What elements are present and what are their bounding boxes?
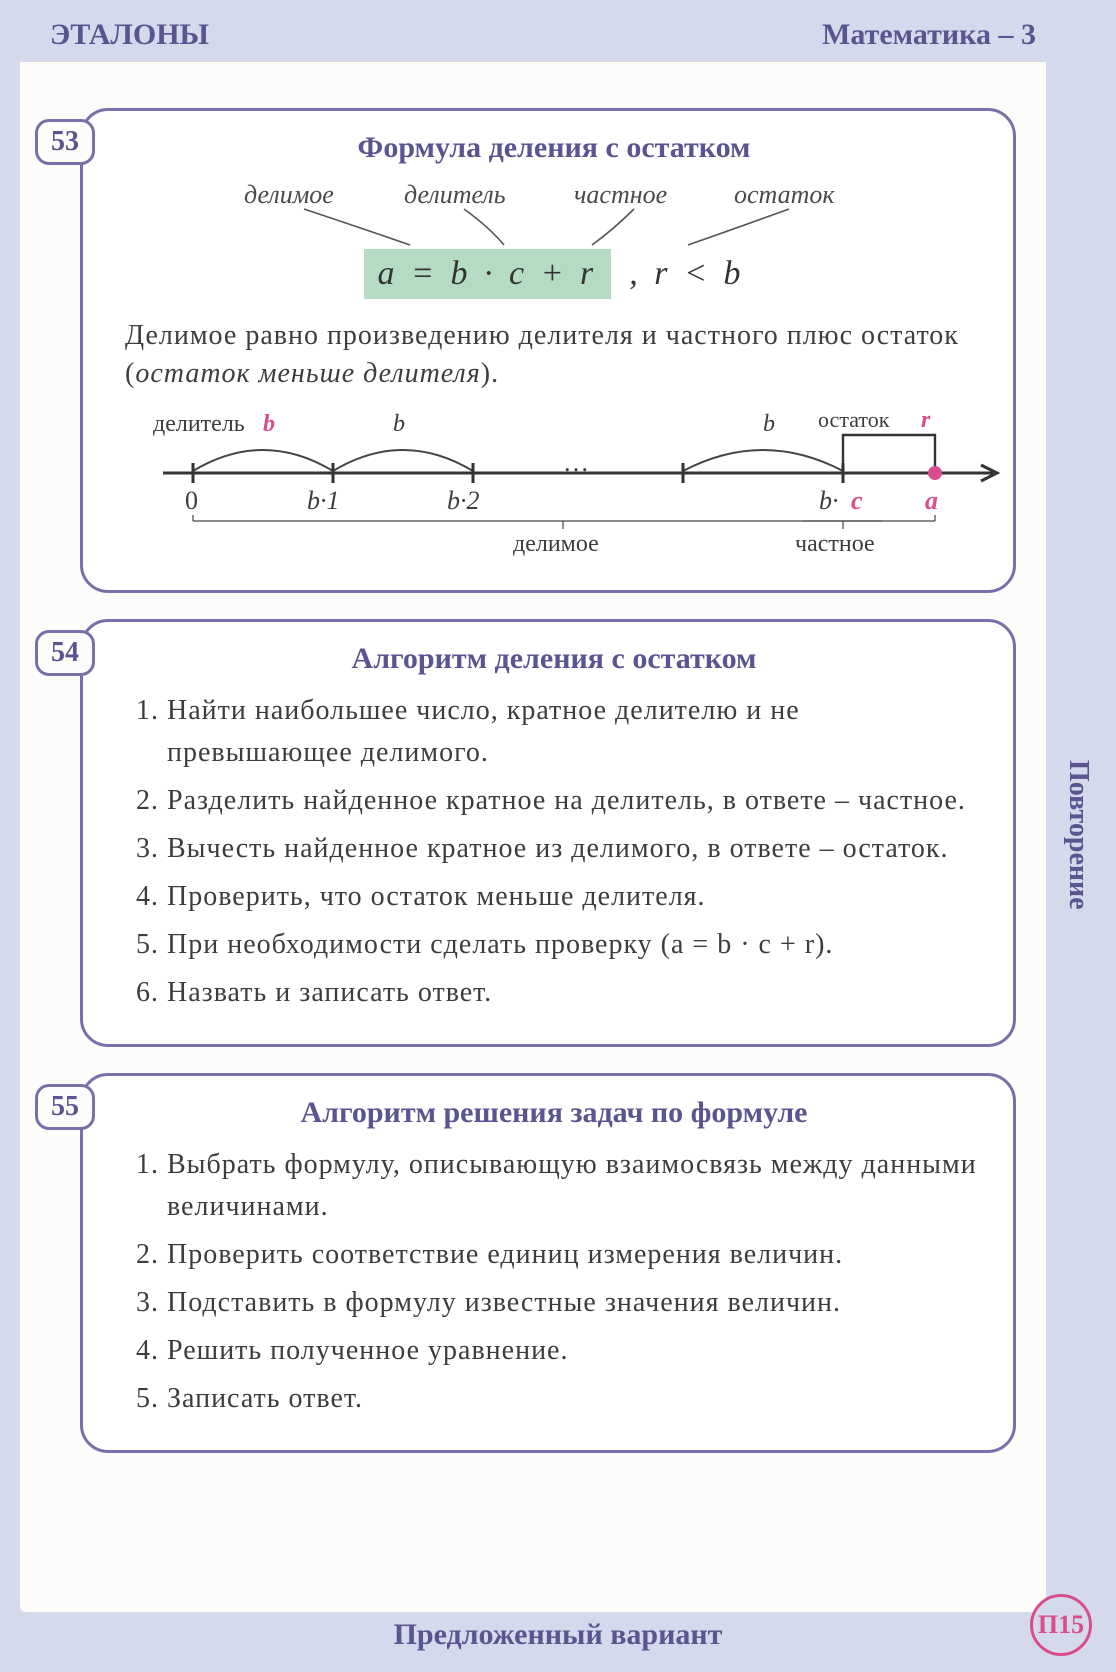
card-55: 55 Алгоритм решения задач по формуле Выб… bbox=[80, 1073, 1016, 1453]
card-55-title: Алгоритм решения задач по формуле bbox=[123, 1096, 985, 1130]
card-53: 53 Формула деления с остатком делимое де… bbox=[80, 108, 1016, 593]
term-quotient-label: частное bbox=[574, 180, 667, 209]
numline-var-r: r bbox=[921, 411, 931, 433]
card-54-steps: Найти наибольшее число, кратное делителю… bbox=[123, 690, 985, 1014]
tick-bc: b· bbox=[819, 486, 839, 515]
footer-text: Предложенный вариант bbox=[394, 1618, 723, 1651]
formula-main: a = b · c + r bbox=[364, 249, 612, 299]
term-arrows-svg: делимое делитель частное остаток bbox=[174, 179, 934, 249]
card-53-title: Формула деления с остатком bbox=[123, 131, 985, 165]
number-line-diagram: делитель b b b остаток r bbox=[123, 411, 985, 566]
numline-dividend-label: делимое bbox=[513, 531, 599, 557]
numline-arc-b-1: b bbox=[393, 411, 405, 437]
step-54-1: Найти наибольшее число, кратное делителю… bbox=[167, 690, 985, 774]
step-54-6: Назвать и записать ответ. bbox=[167, 972, 985, 1014]
step-55-3: Подставить в формулу известные значения … bbox=[167, 1282, 985, 1324]
page-background: ЭТАЛОНЫ Математика – 3 53 Формула делени… bbox=[0, 0, 1116, 1672]
explain-em: остаток меньше делителя bbox=[135, 358, 480, 389]
term-divisor-label: делитель bbox=[404, 180, 506, 209]
explain-post: ). bbox=[481, 358, 499, 389]
step-55-4: Решить полученное уравнение. bbox=[167, 1330, 985, 1372]
card-54-title: Алгоритм деления с остатком bbox=[123, 642, 985, 676]
card-55-steps: Выбрать формулу, описывающую взаимосвязь… bbox=[123, 1144, 985, 1420]
step-54-3: Вычесть найденное кратное из делимого, в… bbox=[167, 828, 985, 870]
term-dividend-label: делимое bbox=[244, 180, 334, 209]
header-left: ЭТАЛОНЫ bbox=[50, 18, 209, 52]
numline-point-a bbox=[928, 466, 942, 480]
header-right: Математика – 3 bbox=[822, 18, 1036, 52]
numline-arc-b-2: b bbox=[763, 411, 775, 437]
side-tab: Повторение bbox=[1062, 760, 1094, 910]
step-55-1: Выбрать формулу, описывающую взаимосвязь… bbox=[167, 1144, 985, 1228]
card-53-badge: 53 bbox=[35, 119, 95, 165]
tick-c: c bbox=[851, 486, 863, 515]
page-footer: Предложенный вариант bbox=[0, 1612, 1116, 1672]
step-55-5: Записать ответ. bbox=[167, 1378, 985, 1420]
content-panel: 53 Формула деления с остатком делимое де… bbox=[20, 62, 1046, 1612]
tick-b1: b·1 bbox=[307, 486, 340, 515]
step-54-5: При необходимости сделать проверку (a = … bbox=[167, 924, 985, 966]
tick-a: a bbox=[925, 486, 938, 515]
numline-divisor-label: делитель bbox=[153, 411, 245, 437]
tick-0: 0 bbox=[185, 486, 198, 515]
number-line-svg: делитель b b b остаток r bbox=[123, 411, 1023, 561]
card-55-badge: 55 bbox=[35, 1084, 95, 1130]
step-54-4: Проверить, что остаток меньше делителя. bbox=[167, 876, 985, 918]
numline-var-b: b bbox=[263, 411, 275, 437]
page-header: ЭТАЛОНЫ Математика – 3 bbox=[0, 0, 1116, 62]
term-remainder-label: остаток bbox=[734, 180, 835, 209]
numline-quotient-label: частное bbox=[795, 531, 875, 557]
formula-tail: , r < b bbox=[629, 255, 744, 293]
card-54: 54 Алгоритм деления с остатком Найти наи… bbox=[80, 619, 1016, 1047]
step-54-2: Разделить найденное кратное на делитель,… bbox=[167, 780, 985, 822]
numline-dots: … bbox=[563, 448, 589, 477]
card-54-badge: 54 bbox=[35, 630, 95, 676]
formula-diagram: делимое делитель частное остаток a = b ·… bbox=[123, 179, 985, 299]
tick-b2: b·2 bbox=[447, 486, 480, 515]
page-number-badge: П15 bbox=[1030, 1594, 1092, 1656]
step-55-2: Проверить соответствие единиц измерения … bbox=[167, 1234, 985, 1276]
numline-remainder-label: остаток bbox=[818, 411, 890, 432]
card-53-explain: Делимое равно произведению делителя и ча… bbox=[125, 317, 983, 393]
